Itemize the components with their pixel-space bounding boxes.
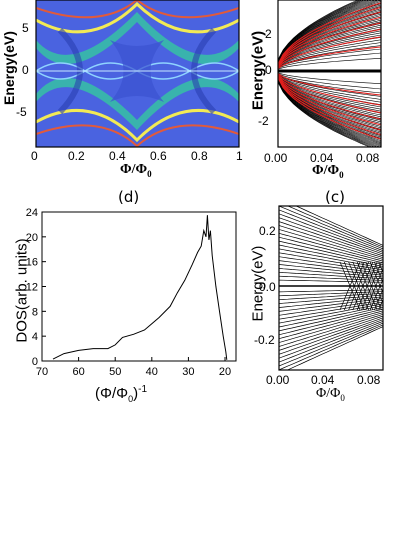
panel-b-ytick-2: 2 <box>265 27 272 41</box>
panel-d-xlabel-sup: -1 <box>138 384 148 395</box>
panel-a-xtick-0.6: 0.6 <box>150 149 167 163</box>
panel-d-ylabel: DOS(arb. units) <box>13 238 31 343</box>
colormap-body <box>36 0 239 147</box>
panel-d-xlabel: (Φ/Φ0)-1 <box>95 384 147 404</box>
panel-c-xtick-0: 0.00 <box>266 373 290 387</box>
panel-c-ytick-neg0.2: -0.2 <box>254 333 275 347</box>
panel-a-xlabel-main: Φ/Φ <box>120 162 148 177</box>
panel-c-xtick-2: 0.08 <box>357 373 381 387</box>
panel-d-xlabel-sub: 0 <box>128 394 134 404</box>
panel-a-xtick-1: 1 <box>236 149 243 163</box>
panel-a-xtick-0.2: 0.2 <box>68 149 85 163</box>
panel-b-xtick-0: 0.00 <box>264 151 288 165</box>
panel-a-ytick-neg5: -5 <box>16 105 27 119</box>
panel-a-xtick-0: 0 <box>31 149 38 163</box>
panel-c-xlabel-sub: 0 <box>340 392 345 403</box>
caption-c: (c) <box>325 188 345 206</box>
panel-a-ytick-5: 5 <box>22 21 29 35</box>
panel-b-xlabel-main: Φ/Φ <box>312 163 340 178</box>
panel-a-ytick-0: 0 <box>22 63 29 77</box>
panel-a-xtick-0.4: 0.4 <box>109 149 126 163</box>
panel-a-xtick-0.8: 0.8 <box>191 149 208 163</box>
panel-b-ytick-0: 0 <box>265 63 272 77</box>
panel-b-xlabel: Φ/Φ0 <box>312 163 344 180</box>
panel-b-xlabel-sub: 0 <box>339 169 344 180</box>
panel-b-ylabel: Energy(eV) <box>249 30 267 111</box>
panel-a-xlabel: Φ/Φ0 <box>120 162 152 179</box>
panel-b-ytick-neg2: -2 <box>258 114 269 128</box>
panel-c-ytick-0.2: 0.2 <box>259 224 276 238</box>
panel-c-xlabel: Φ/Φ0 <box>316 386 345 403</box>
panel-a-ylabel: Energy(eV) <box>1 31 17 105</box>
panel-a-xlabel-sub: 0 <box>147 168 152 179</box>
panel-d-xlabel-main: (Φ/Φ <box>95 385 129 402</box>
panel-c-ytick-0.0: 0.0 <box>259 280 276 294</box>
panel-c-xlabel-main: Φ/Φ <box>316 386 341 401</box>
caption-d: (d) <box>118 188 140 206</box>
panel-d-xlabel-close: ) <box>133 385 139 402</box>
panel-b-xtick-1: 0.04 <box>310 151 334 165</box>
panel-c-xtick-1: 0.04 <box>311 373 335 387</box>
panel-b-xtick-2: 0.08 <box>356 151 380 165</box>
